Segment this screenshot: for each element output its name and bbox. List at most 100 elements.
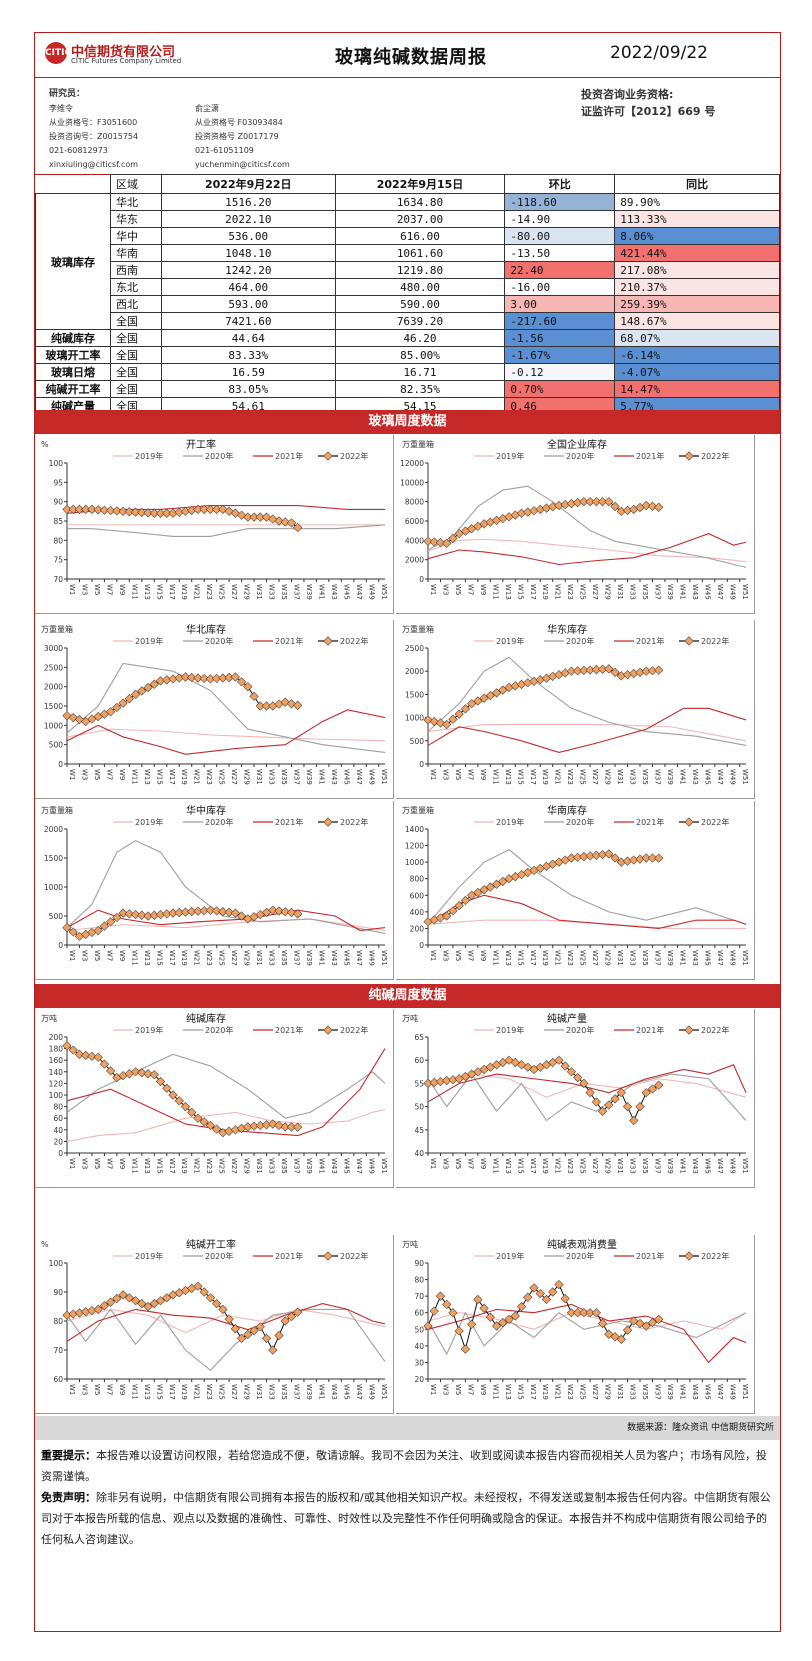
y-tick-label: 500 bbox=[49, 912, 64, 921]
x-tick-label: W1 bbox=[429, 769, 437, 780]
qualification-line-1: 投资咨询业务资格: bbox=[581, 88, 674, 101]
data-point-2022 bbox=[629, 668, 639, 679]
x-tick-label: W51 bbox=[741, 584, 749, 600]
data-point-2022 bbox=[604, 664, 614, 674]
data-point-2022 bbox=[510, 681, 520, 691]
x-tick-label: W13 bbox=[504, 1158, 512, 1174]
series-line-2020年 bbox=[66, 1053, 386, 1119]
table-row: 西北 593.00 590.00 3.00 259.39% bbox=[36, 295, 780, 313]
data-point-2022 bbox=[261, 1333, 272, 1343]
y-tick-label: 1500 bbox=[44, 854, 63, 863]
y-tick-label: 800 bbox=[410, 875, 425, 884]
x-tick-label: W39 bbox=[666, 950, 674, 966]
analyst-2-email[interactable]: yuchenmin@citicsf.com bbox=[195, 160, 290, 169]
analyst-1-phone: 021-60812973 bbox=[49, 146, 108, 155]
data-point-2022 bbox=[429, 1306, 439, 1316]
table-row: 华东 2022.10 2037.00 -14.90 113.33% bbox=[36, 210, 780, 228]
legend-label: 2021年 bbox=[275, 636, 303, 646]
x-tick-label: W9 bbox=[118, 584, 126, 595]
previous-value-cell: 7639.20 bbox=[334, 312, 506, 330]
y-tick-label: 0 bbox=[58, 760, 63, 769]
data-point-2022 bbox=[280, 1122, 290, 1132]
x-tick-label: W43 bbox=[330, 769, 338, 785]
legend-label: 2022年 bbox=[701, 636, 729, 646]
y-tick-label: 4000 bbox=[405, 536, 424, 545]
legend-label: 2019年 bbox=[135, 1251, 163, 1261]
x-tick-label: W13 bbox=[504, 950, 512, 966]
x-tick-label: W47 bbox=[355, 1158, 363, 1174]
data-point-2022 bbox=[560, 499, 570, 510]
mom-change-cell: -13.50 bbox=[504, 244, 616, 262]
data-point-2022 bbox=[485, 690, 495, 701]
x-tick-label: W47 bbox=[716, 1384, 724, 1400]
x-tick-label: W23 bbox=[566, 1384, 574, 1400]
legend-marker bbox=[684, 636, 694, 646]
y-tick-label: 2000 bbox=[44, 683, 63, 692]
y-tick-label: 90 bbox=[414, 1259, 424, 1268]
data-point-2022 bbox=[193, 504, 203, 514]
y-tick-label: 20 bbox=[414, 1375, 424, 1384]
data-point-2022 bbox=[99, 1059, 110, 1069]
x-tick-label: W15 bbox=[155, 584, 163, 600]
legend-label: 2022年 bbox=[340, 1251, 368, 1261]
data-point-2022 bbox=[199, 673, 209, 684]
x-tick-label: W1 bbox=[68, 1158, 76, 1169]
series-line-2019年 bbox=[66, 728, 386, 742]
data-point-2022 bbox=[597, 1318, 608, 1329]
y-tick-label: 1500 bbox=[405, 690, 424, 699]
analyst-2-consult: 投资资格号 Z0017179 bbox=[195, 132, 279, 141]
data-point-2022 bbox=[429, 716, 439, 727]
y-tick-label: 1000 bbox=[44, 883, 63, 892]
x-tick-label: W39 bbox=[666, 1384, 674, 1400]
analyst-1-email[interactable]: xinxiuling@citicsf.com bbox=[49, 160, 139, 169]
x-tick-label: W25 bbox=[218, 584, 226, 600]
data-point-2022 bbox=[205, 1120, 216, 1131]
x-tick-label: W43 bbox=[330, 1158, 338, 1174]
x-tick-label: W31 bbox=[616, 1384, 624, 1400]
yoy-change-cell: 8.06% bbox=[614, 227, 780, 245]
y-tick-label: 0 bbox=[419, 575, 424, 584]
region-cell: 华北 bbox=[109, 193, 162, 211]
x-tick-label: W3 bbox=[80, 950, 88, 961]
x-tick-label: W19 bbox=[541, 1384, 549, 1400]
data-point-2022 bbox=[516, 679, 527, 689]
x-tick-label: W5 bbox=[93, 950, 101, 961]
x-tick-label: W45 bbox=[703, 1384, 711, 1400]
x-tick-label: W33 bbox=[268, 584, 276, 600]
chart-svg: 万吨 纯碱表观消费量 2019年 2020年 2021年 2022年 20 30 40 50 60 7… bbox=[402, 1238, 749, 1400]
x-tick-label: W7 bbox=[466, 1384, 474, 1395]
y-tick-label: 120 bbox=[49, 1079, 64, 1088]
table-row: 华中 536.00 616.00 -80.00 8.06% bbox=[36, 227, 780, 245]
data-point-2022 bbox=[212, 673, 222, 684]
data-point-2022 bbox=[566, 666, 577, 676]
chart-svg: 万吨 纯碱库存 2019年 2020年 2021年 2022年 0 20 40 60 80 100 12… bbox=[41, 1012, 388, 1174]
data-point-2022 bbox=[255, 512, 265, 522]
y-tick-label: 400 bbox=[410, 908, 425, 917]
notice-text: 本报告难以设置访问权限，若给您造成不便，敬请谅解。我司不会因为关注、收到或阅读本… bbox=[41, 1449, 767, 1483]
data-point-2022 bbox=[560, 1061, 570, 1071]
y-tick-label: 100 bbox=[49, 459, 64, 468]
yoy-change-cell: 14.47% bbox=[614, 380, 780, 398]
data-point-2022 bbox=[174, 1096, 184, 1106]
data-point-2022 bbox=[162, 1083, 172, 1093]
chart-9: % 纯碱开工率 2019年 2020年 2021年 2022年 60 70 80 90 100 W1 W… bbox=[35, 1235, 394, 1414]
data-point-2022 bbox=[635, 1102, 645, 1112]
chart-svg: % 纯碱开工率 2019年 2020年 2021年 2022年 60 70 80 90 100 W1 W… bbox=[41, 1238, 388, 1400]
data-source: 数据来源：隆众资讯 中信期货研究所 bbox=[627, 1423, 774, 1433]
x-tick-label: W11 bbox=[491, 584, 499, 600]
series-line-2020年 bbox=[66, 1308, 386, 1372]
x-tick-label: W49 bbox=[367, 1158, 375, 1174]
data-point-2022 bbox=[249, 691, 259, 701]
legend-marker bbox=[323, 817, 333, 827]
y-tick-label: 90 bbox=[53, 498, 63, 507]
data-point-2022 bbox=[62, 504, 72, 514]
data-point-2022 bbox=[124, 1293, 134, 1303]
data-point-2022 bbox=[243, 1329, 253, 1340]
region-cell: 华南 bbox=[109, 244, 162, 262]
data-point-2022 bbox=[491, 1321, 502, 1331]
x-tick-label: W49 bbox=[728, 584, 736, 600]
x-tick-label: W1 bbox=[429, 1384, 437, 1395]
data-point-2022 bbox=[137, 1299, 147, 1309]
x-tick-label: W39 bbox=[305, 1158, 313, 1174]
y-tick-label: 140 bbox=[49, 1068, 64, 1077]
